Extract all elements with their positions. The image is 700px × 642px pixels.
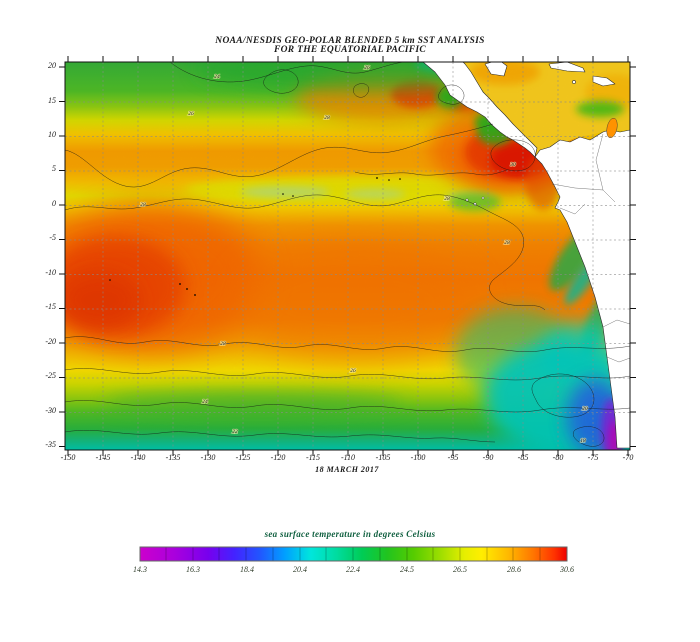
lon-tick-label: -125 — [235, 453, 251, 462]
plot-title-line1: NOAA/NESDIS GEO-POLAR BLENDED 5 km SST A… — [215, 36, 485, 46]
colorbar-title: sea surface temperature in degrees Celsi… — [264, 529, 436, 539]
lat-tick-label: -30 — [45, 406, 56, 415]
lon-tick-label: -135 — [165, 453, 181, 462]
analysis-date: 18 MARCH 2017 — [315, 465, 379, 474]
contour-label: 24 — [214, 73, 220, 80]
colorbar-tick-label: 26.5 — [453, 565, 467, 574]
lon-tick-label: -100 — [410, 453, 426, 462]
contour-labels: 24 26 26 28 30 28 28 28 28 26 24 22 20 1… — [140, 64, 589, 444]
lon-tick-label: -105 — [375, 453, 391, 462]
lon-tick-label: -70 — [622, 453, 634, 462]
contour-label: 26 — [350, 368, 356, 374]
lon-tick-label: -145 — [95, 453, 111, 462]
contour-label: 24 — [202, 398, 208, 405]
colorbar — [139, 546, 568, 562]
lon-tick-label: -115 — [305, 453, 321, 462]
lon-tick-label: -140 — [130, 453, 146, 462]
colorbar-tick-label: 14.3 — [133, 565, 147, 574]
lat-tick-label: 0 — [52, 199, 56, 208]
colorbar-tick-label: 24.5 — [400, 565, 414, 574]
contour-label: 28 — [324, 115, 330, 121]
lat-tick-label: -20 — [45, 337, 56, 346]
colorbar-tick-label: 18.4 — [240, 565, 254, 574]
lon-tick-label: -95 — [447, 453, 459, 462]
contour-label: 22 — [232, 429, 238, 435]
contour-label: 20 — [582, 406, 588, 412]
contour-label: 28 — [220, 341, 226, 347]
lat-tick-label: -5 — [49, 233, 56, 242]
sst-field: 24 26 26 28 30 28 28 28 28 26 24 22 20 1… — [65, 62, 630, 450]
lat-tick-label: 10 — [48, 130, 56, 139]
sst-map: 24 26 26 28 30 28 28 28 28 26 24 22 20 1… — [59, 56, 636, 456]
lat-tick-label: 15 — [48, 96, 56, 105]
lake-maracaibo — [606, 117, 618, 139]
lat-tick-label: 20 — [48, 61, 56, 70]
axis-ticks — [59, 56, 636, 456]
lat-tick-label: 5 — [52, 164, 56, 173]
grid-lines — [65, 62, 630, 450]
lon-tick-label: -110 — [340, 453, 356, 462]
contour-label: 28 — [504, 240, 510, 246]
land-central-america — [422, 62, 538, 158]
land-yucatan — [484, 62, 508, 77]
sst-contours — [65, 62, 630, 447]
lon-tick-label: -80 — [552, 453, 564, 462]
colorbar-ticks — [165, 547, 541, 561]
lon-tick-label: -120 — [270, 453, 286, 462]
land-south-america — [534, 129, 630, 449]
colorbar-tick-label: 22.4 — [346, 565, 360, 574]
island-dots — [109, 177, 485, 296]
plot-title-line2: FOR THE EQUATORIAL PACIFIC — [273, 45, 426, 55]
lon-tick-label: -85 — [517, 453, 529, 462]
land-jamaica — [572, 80, 576, 84]
plot-title: NOAA/NESDIS GEO-POLAR BLENDED 5 km SST A… — [0, 36, 700, 55]
lon-tick-label: -130 — [200, 453, 216, 462]
colorbar-tick-label: 20.4 — [293, 565, 307, 574]
country-borders — [551, 133, 630, 363]
colorbar-tick-label: 30.6 — [560, 565, 574, 574]
lon-tick-label: -75 — [587, 453, 599, 462]
colorbar-tick-label: 16.3 — [186, 565, 200, 574]
lat-tick-label: -35 — [45, 440, 56, 449]
lat-tick-label: -10 — [45, 268, 56, 277]
lat-tick-label: -15 — [45, 302, 56, 311]
contour-label: 18 — [580, 438, 586, 444]
lat-tick-label: -25 — [45, 371, 56, 380]
contour-label: 28 — [140, 202, 146, 208]
contour-label: 28 — [444, 196, 450, 202]
colorbar-border — [139, 546, 568, 562]
lon-tick-label: -90 — [482, 453, 494, 462]
lon-tick-label: -150 — [60, 453, 76, 462]
colorbar-tick-label: 28.6 — [507, 565, 521, 574]
contour-label: 26 — [188, 111, 194, 117]
contour-label: 30 — [509, 162, 516, 168]
contour-label: 26 — [364, 65, 370, 71]
land-cuba — [548, 62, 586, 73]
